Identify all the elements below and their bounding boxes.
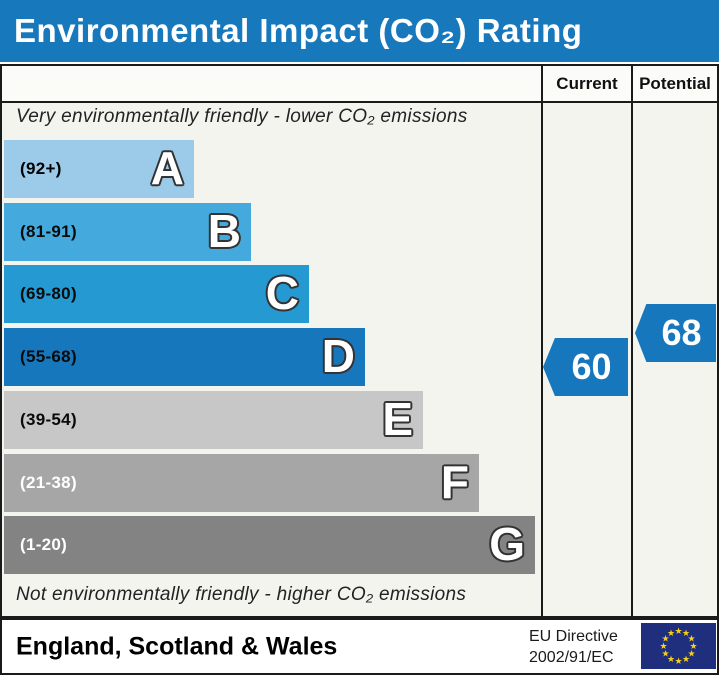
band-range-label: (81-91) xyxy=(20,221,77,241)
potential-rating-arrow: 68 xyxy=(635,304,716,362)
eu-flag-star: ★ xyxy=(661,649,669,659)
column-header-potential: Potential xyxy=(639,74,711,93)
bottom-note: Not environmentally friendly - higher CO… xyxy=(16,584,467,605)
eu-flag-icon: ★ ★★★★★★★★★★★ xyxy=(641,623,716,669)
eu-flag-field xyxy=(641,623,716,669)
column-divider-current xyxy=(541,66,543,616)
band-range-label: (55-68) xyxy=(20,347,77,367)
eu-flag-star: ★ xyxy=(661,634,669,644)
band-letter: E xyxy=(382,392,413,445)
band-letter: C xyxy=(265,267,299,320)
eu-flag-star: ★ xyxy=(674,626,682,636)
band-letter: D xyxy=(321,330,355,383)
band-letter: F xyxy=(440,455,469,508)
page-title: Environmental Impact (CO₂) Rating xyxy=(0,0,719,62)
eu-flag-star: ★ xyxy=(689,641,697,651)
band-G: (1-20) G xyxy=(4,516,535,575)
band-letter: G xyxy=(489,518,525,571)
eu-flag-stars: ★ ★★★★★★★★★★★ xyxy=(659,626,697,666)
band-range-label: (92+) xyxy=(20,159,62,178)
eu-flag-star: ★ xyxy=(659,641,667,651)
band-A: (92+) A xyxy=(4,140,194,198)
eu-flag-star: ★ xyxy=(687,649,695,659)
band-E: (39-54) E xyxy=(4,390,423,449)
top-note: Very environmentally friendly - lower CO… xyxy=(16,106,468,127)
band-D: (55-68) D xyxy=(4,328,365,387)
eu-flag-star: ★ xyxy=(682,628,690,638)
band-range-label: (69-80) xyxy=(20,284,77,304)
eu-flag-star: ★ xyxy=(667,628,675,638)
eu-directive-label: EU Directive 2002/91/EC xyxy=(529,626,633,668)
column-divider-potential xyxy=(631,66,633,616)
rating-table: Current Potential Very environmentally f… xyxy=(0,64,719,618)
band-C: (69-80) C xyxy=(4,265,309,324)
band-letter: A xyxy=(150,141,184,194)
band-range-label: (21-38) xyxy=(20,472,77,492)
footer-region-label: England, Scotland & Wales xyxy=(16,632,338,660)
potential-rating-value: 68 xyxy=(661,312,702,353)
table-header-row xyxy=(2,66,717,103)
eu-directive-line1: EU Directive xyxy=(529,627,618,645)
column-header-current: Current xyxy=(556,74,618,93)
band-letter: B xyxy=(207,204,241,257)
current-rating-arrow: 60 xyxy=(543,338,628,396)
current-rating-value: 60 xyxy=(571,346,612,387)
eu-flag-star: ★ xyxy=(667,654,675,664)
eu-flag-star: ★ xyxy=(674,656,682,666)
eu-flag-star: ★ xyxy=(687,634,695,644)
band-F: (21-38) F xyxy=(4,453,479,512)
band-range-label: (39-54) xyxy=(20,409,77,429)
eu-flag-star: ★ xyxy=(682,654,690,664)
band-B: (81-91) B xyxy=(4,202,251,261)
footer: England, Scotland & Wales EU Directive 2… xyxy=(0,618,719,675)
band-range-label: (1-20) xyxy=(20,535,68,555)
eu-directive-line2: 2002/91/EC xyxy=(529,648,614,666)
